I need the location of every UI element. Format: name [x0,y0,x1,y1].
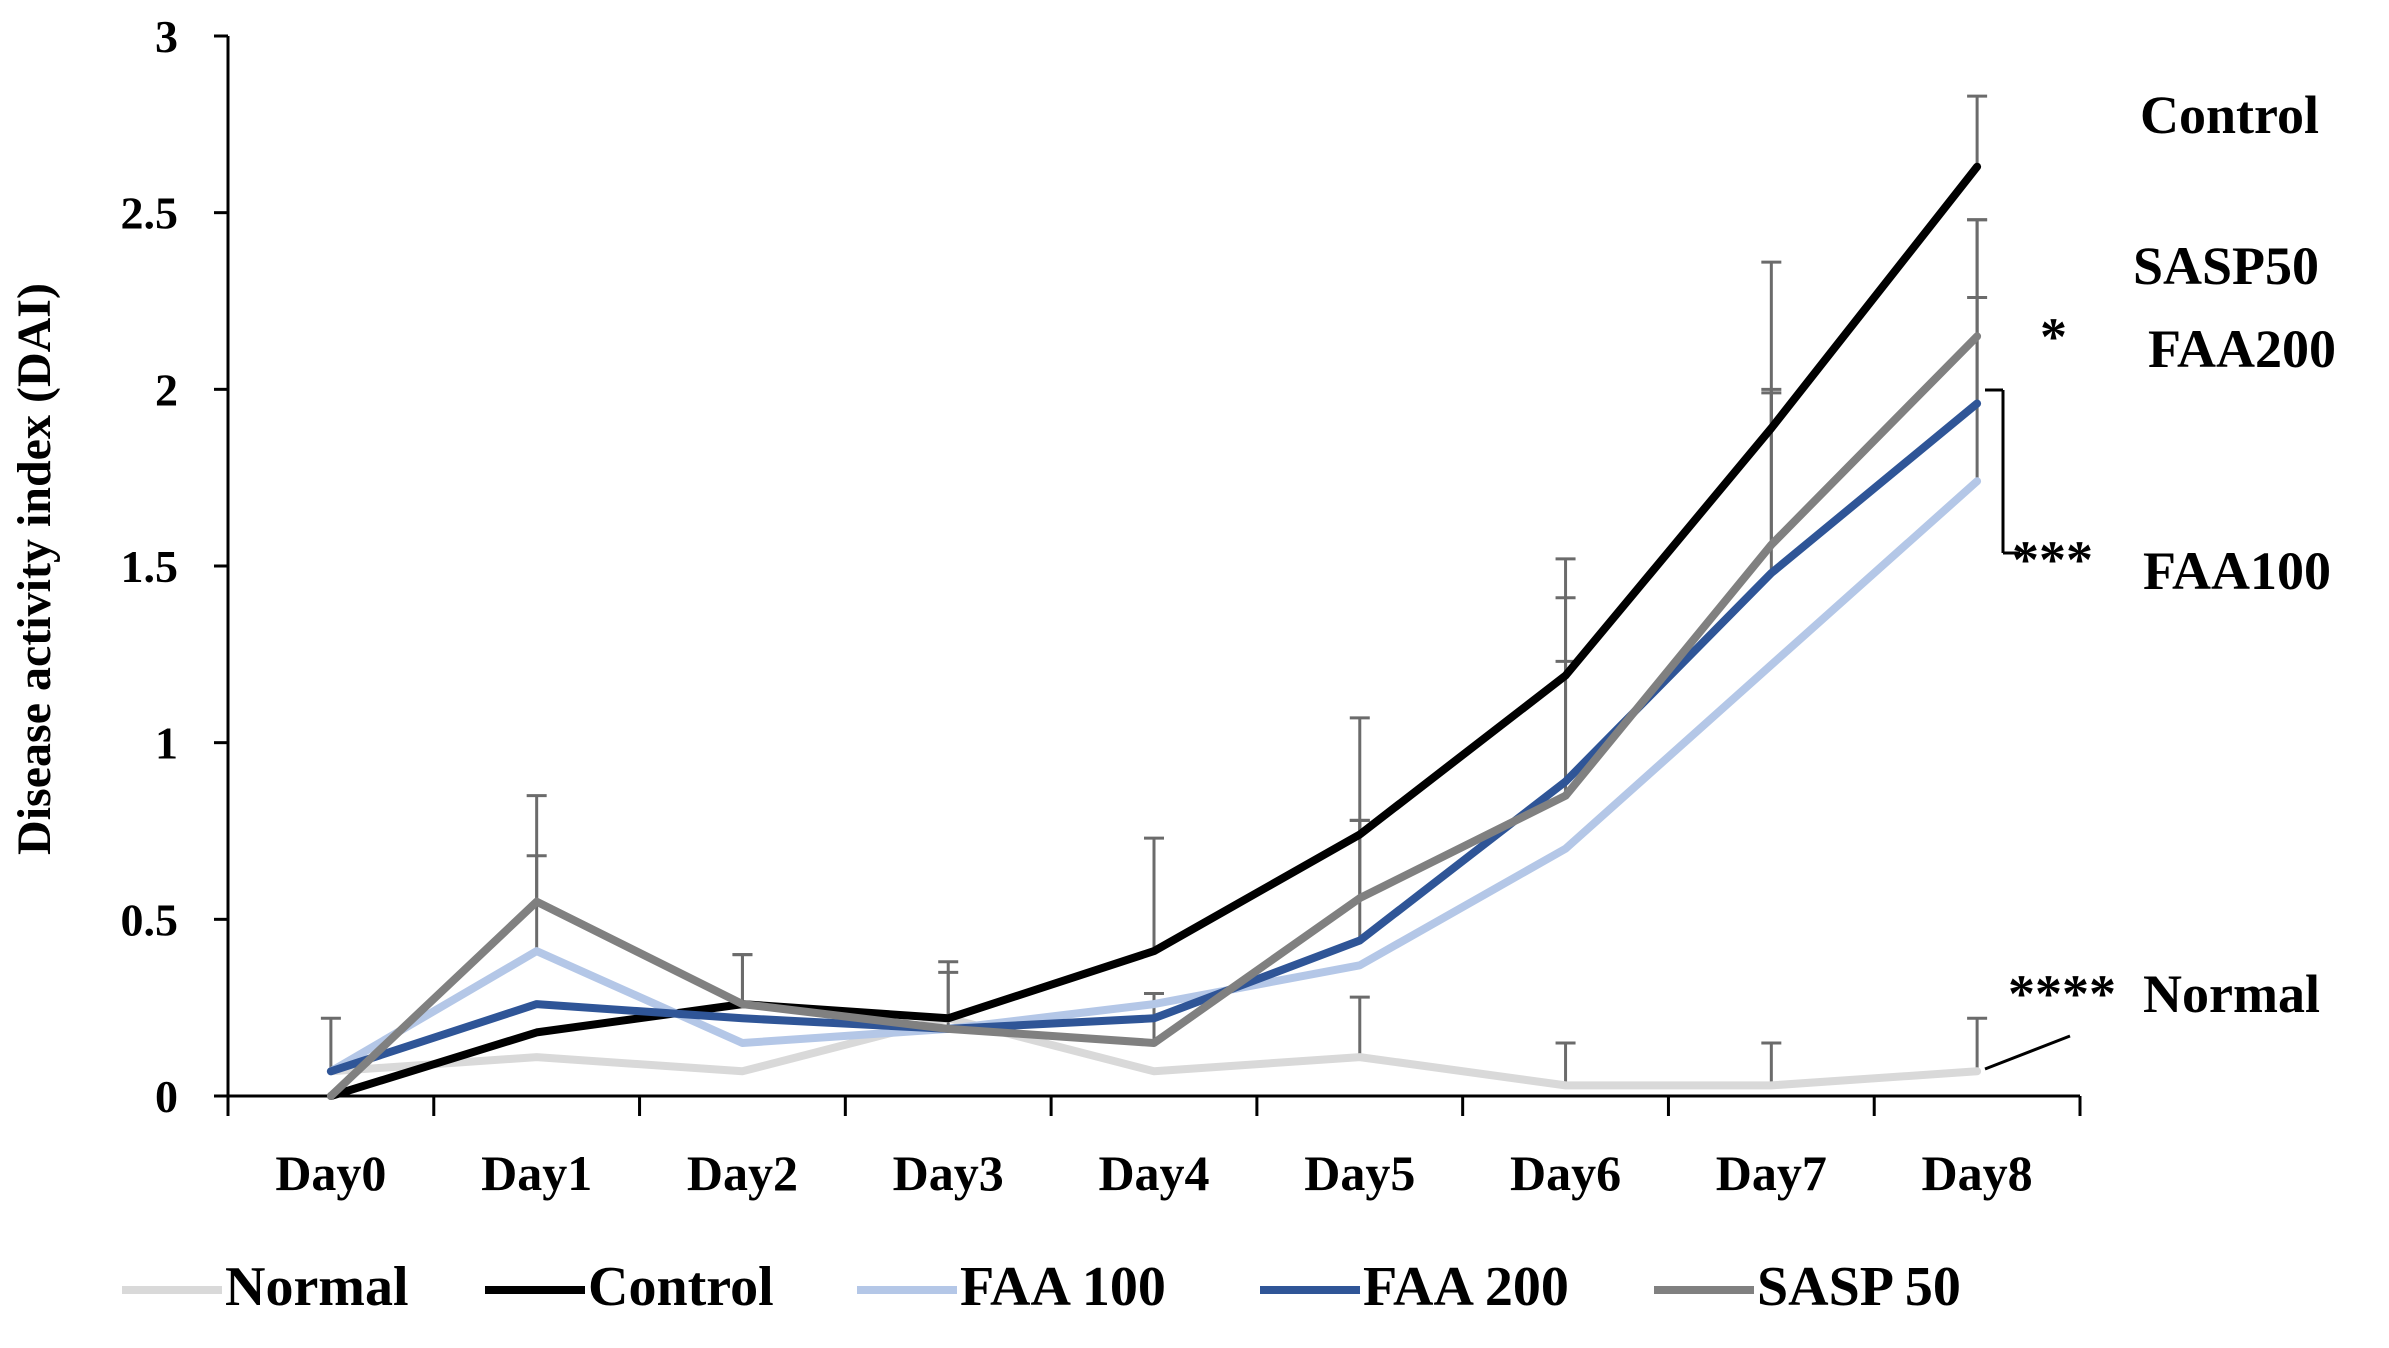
y-tick-label: 2.5 [121,188,179,239]
error-bars [320,94,1988,1086]
y-tick-label: 2 [155,364,178,415]
annotation-faa100: FAA100 [2143,541,2331,601]
right-annotations: Control SASP50 * FAA200 *** FAA100 **** … [1984,85,2336,1071]
legend-label: FAA 100 [960,1256,1166,1318]
annotation-faa200: FAA200 [2148,319,2336,379]
y-tick-label: 1 [155,718,178,769]
series-line-normal [326,1014,1982,1090]
x-category-label: Day4 [1098,1145,1209,1201]
series-line-sasp-50 [326,332,1982,1100]
legend-label: Control [588,1256,774,1318]
series-line-faa-200 [326,399,1982,1076]
series-line-control [326,162,1982,1100]
chart-legend: Normal Control FAA 100 FAA 200 SASP 50 [122,1256,1961,1318]
y-tick-label: 1.5 [121,541,179,592]
x-category-label: Day6 [1510,1145,1621,1201]
annotation-sasp50: SASP50 [2133,236,2319,296]
x-category-label: Day3 [893,1145,1004,1201]
x-category-label: Day8 [1922,1145,2033,1201]
x-category-label: Day7 [1716,1145,1827,1201]
x-category-label: Day0 [275,1145,386,1201]
series-lines [326,162,1982,1100]
annotation-control: Control [2140,85,2319,145]
annotation-faa100-stars: *** [2012,530,2093,590]
x-category-label: Day1 [481,1145,592,1201]
y-tick-label: 3 [155,11,178,62]
annotation-normal: Normal [2143,964,2320,1024]
legend-label: Normal [225,1256,409,1318]
annotation-normal-stars: **** [2008,964,2116,1024]
annotation-faa200-star: * [2040,307,2067,367]
normal-leader-line [1984,1034,2071,1071]
y-axis-ticks: 0 0.5 1 1.5 2 2.5 3 [121,11,228,1122]
legend-label: SASP 50 [1757,1256,1961,1318]
x-category-label: Day2 [687,1145,798,1201]
y-tick-label: 0.5 [121,894,179,945]
y-tick-label: 0 [155,1071,178,1122]
legend-label: FAA 200 [1363,1256,1569,1318]
y-axis-label: Disease activity index (DAI) [8,283,61,855]
x-axis-ticks: Day0 Day1 Day2 Day3 Day4 Day5 Day6 Day7 Day8 [226,1096,2082,1201]
series-line-faa-100 [326,477,1982,1076]
x-category-label: Day5 [1304,1145,1415,1201]
